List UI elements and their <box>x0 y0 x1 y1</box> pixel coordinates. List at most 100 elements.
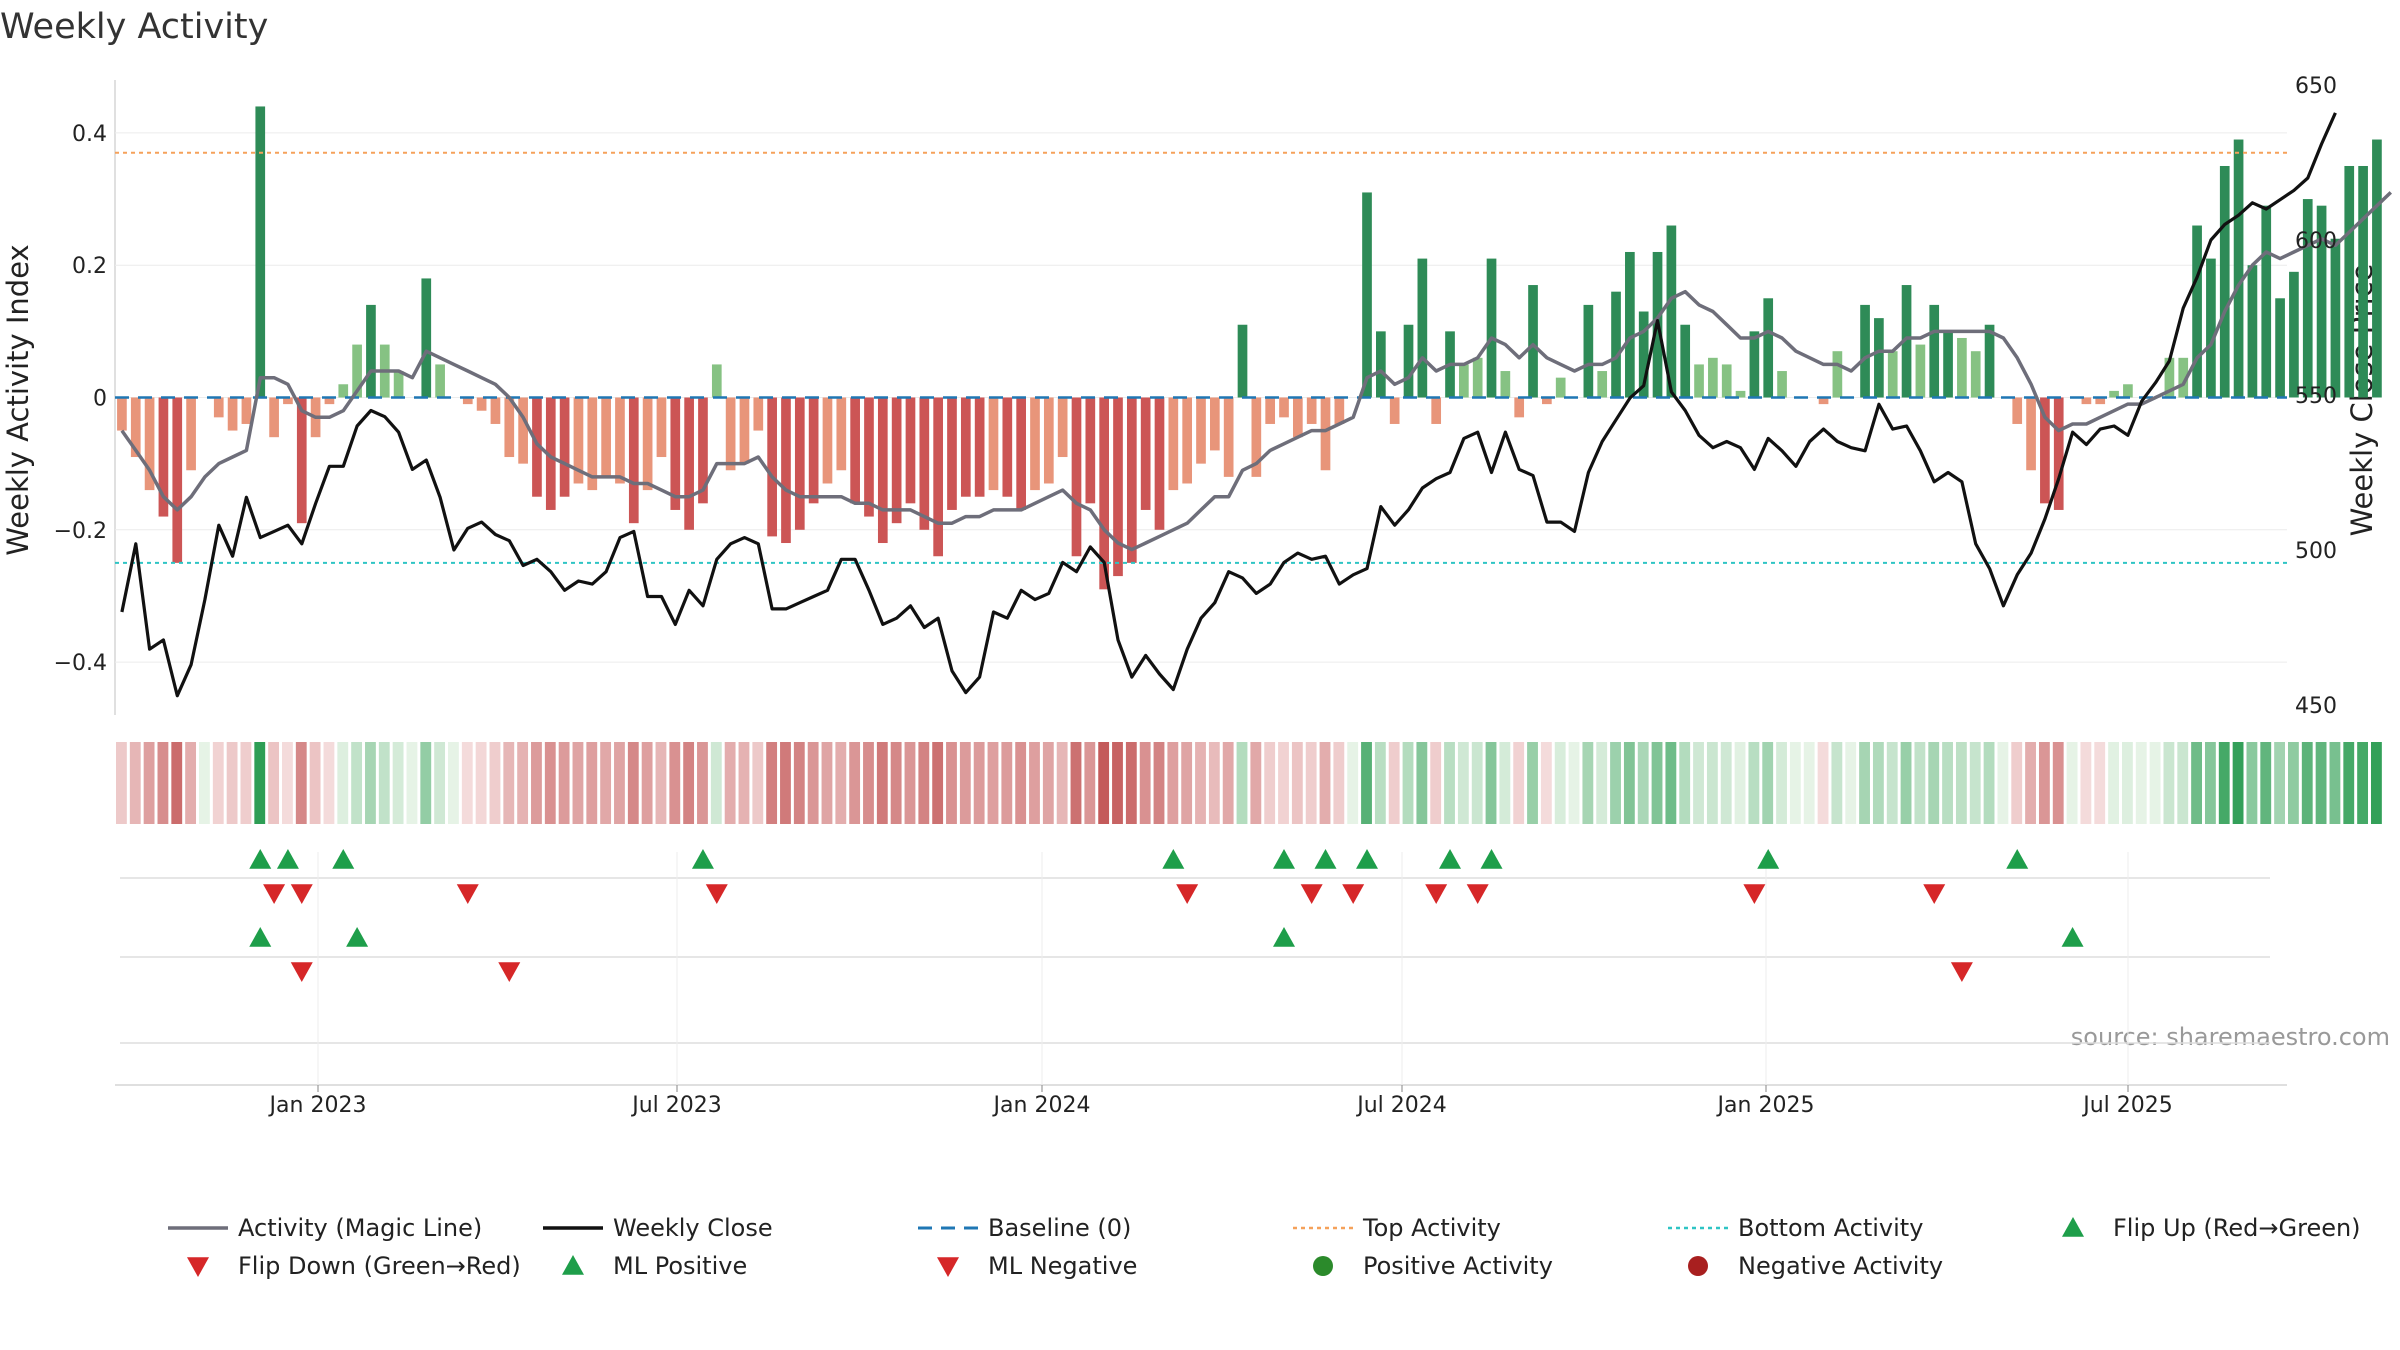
heatmap-cell <box>641 742 653 824</box>
activity-bar <box>504 397 515 458</box>
heatmap-cell <box>1900 742 1912 824</box>
heatmap-cell <box>807 742 819 824</box>
magic-line <box>120 191 2393 552</box>
flip-down-marker <box>1176 884 1199 904</box>
legend-label: Weekly Close <box>613 1214 773 1242</box>
activity-bar <box>144 397 155 491</box>
activity-bar <box>1196 397 1206 464</box>
heatmap-cell <box>1070 742 1082 824</box>
heatmap-cell <box>226 742 238 824</box>
heatmap-cell <box>1540 742 1552 824</box>
activity-bar <box>545 397 556 510</box>
heatmap-cell <box>2260 742 2272 824</box>
heatmap-cell <box>185 742 197 824</box>
heatmap-cell <box>793 742 805 824</box>
activity-bar <box>1611 291 1621 398</box>
heatmap-cell <box>2052 742 2064 824</box>
heatmap-cell <box>1084 742 1096 824</box>
flip-down-marker <box>1466 884 1489 904</box>
activity-bar <box>1542 397 1552 405</box>
heatmap-cell <box>1817 742 1829 824</box>
heatmap-cell <box>1513 742 1525 824</box>
heatmap-cell <box>2121 742 2133 824</box>
heatmap-cell <box>918 742 930 824</box>
ml-positive-marker <box>2061 927 2084 947</box>
heatmap-cell <box>1347 742 1359 824</box>
heatmap-cell <box>1208 742 1220 824</box>
legend-swatch <box>2062 1217 2084 1237</box>
activity-bar <box>2053 397 2064 510</box>
heatmap-cell <box>406 742 418 824</box>
heatmap-cell <box>351 742 363 824</box>
activity-bar <box>670 397 681 510</box>
activity-bar <box>2247 265 2258 398</box>
activity-bar <box>393 371 404 398</box>
activity-bar <box>352 344 362 398</box>
activity-bar <box>1376 331 1386 398</box>
heatmap-cell <box>697 742 708 824</box>
x-tick-label: Jan 2025 <box>1716 1093 1815 1118</box>
heatmap-cell <box>1720 742 1732 824</box>
activity-bar <box>767 397 777 537</box>
heatmap-cell <box>489 742 501 824</box>
flip-up-marker <box>1273 849 1296 869</box>
activity-bar <box>213 397 224 418</box>
activity-bar <box>1223 397 1234 477</box>
activity-bar <box>1832 351 1843 398</box>
heatmap-cell <box>2191 742 2202 824</box>
legend-label: Positive Activity <box>1363 1252 1553 1280</box>
legend-label: Bottom Activity <box>1738 1214 1923 1242</box>
activity-bar <box>1749 331 1760 398</box>
x-tick-label: Jan 2024 <box>992 1093 1091 1118</box>
heatmap-cell <box>1955 742 1967 824</box>
activity-bar <box>1970 351 1981 398</box>
activity-bar <box>130 397 141 458</box>
heatmap-cell <box>1914 742 1926 824</box>
legend-swatch <box>187 1257 209 1277</box>
y2-tick-label: 550 <box>2295 384 2337 409</box>
heatmap-cell <box>973 742 985 824</box>
heatmap-cell <box>1610 742 1621 824</box>
activity-bar <box>1708 357 1718 398</box>
heatmap-cell <box>116 742 127 824</box>
legend-label: ML Positive <box>613 1252 747 1280</box>
activity-bar <box>2275 298 2285 398</box>
heatmap-cell <box>171 742 183 824</box>
heatmap-cell <box>268 742 280 824</box>
activity-bar <box>698 397 708 504</box>
activity-bar <box>905 397 916 504</box>
activity-bar <box>615 397 625 484</box>
ml-positive-marker <box>249 927 272 947</box>
heatmap-cell <box>669 742 681 824</box>
heatmap-cell <box>1693 742 1704 824</box>
activity-bar <box>1874 318 1884 398</box>
activity-bar <box>933 397 943 557</box>
activity-bar <box>794 397 805 530</box>
activity-bar <box>753 397 764 431</box>
heatmap-cell <box>1789 742 1801 824</box>
activity-bar <box>725 397 736 471</box>
activity-bar <box>960 397 971 497</box>
heatmap-cell <box>309 742 321 824</box>
heatmap-cell <box>1278 742 1289 824</box>
heatmap-cell <box>378 742 390 824</box>
x-tick-label: Jul 2025 <box>2081 1093 2173 1118</box>
activity-bar <box>2233 139 2244 398</box>
heatmap-cell <box>2135 742 2147 824</box>
activity-bar <box>1431 397 1442 424</box>
activity-bar <box>1209 397 1220 451</box>
heatmap-cell <box>1125 742 1137 824</box>
heatmap-cell <box>614 742 625 824</box>
activity-bar <box>1057 397 1068 458</box>
heatmap-cell <box>2218 742 2230 824</box>
heatmap-cell <box>1042 742 1054 824</box>
activity-bar <box>1763 298 1774 398</box>
heatmap-cell <box>627 742 639 824</box>
heatmap-cell <box>586 742 598 824</box>
heatmap-cell <box>1762 742 1774 824</box>
activity-bar <box>227 397 238 431</box>
heatmap-cell <box>1831 742 1843 824</box>
heatmap-cell <box>876 742 888 824</box>
flip-down-marker <box>1425 884 1448 904</box>
heatmap-cell <box>2149 742 2161 824</box>
